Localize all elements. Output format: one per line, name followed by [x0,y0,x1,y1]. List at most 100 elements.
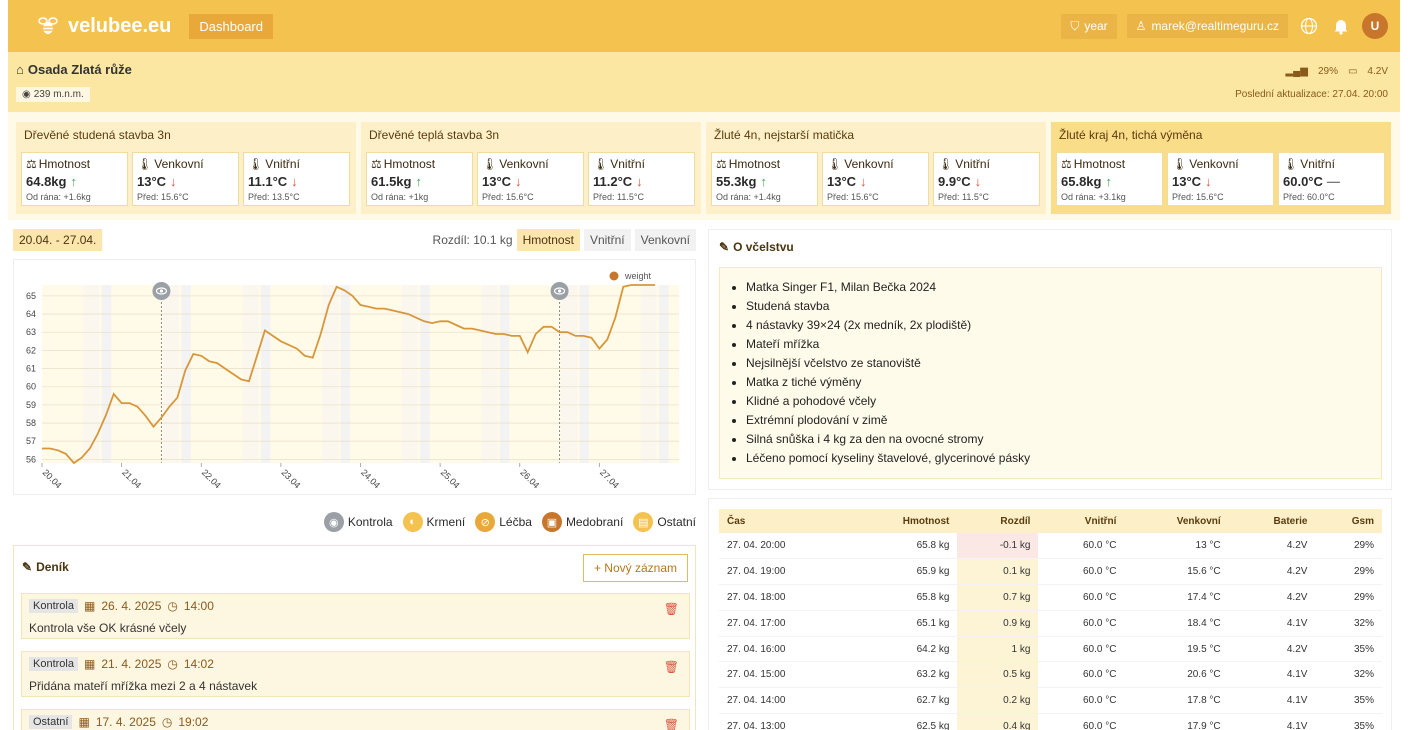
table-row: 27. 04. 18:00 65.8 kg 0.7 kg 60.0 °C 17.4 °C… [719,584,1382,611]
hive-card-selected[interactable]: Žluté kraj 4n, tichá výměna ⚖ Hmotnost 65… [1051,122,1391,214]
about-item: 4 nástavky 39×24 (2x medník, 2x plodiště… [746,316,1371,335]
entry-date: 17. 4. 2025 [95,715,156,729]
legend-swatch [609,271,619,281]
table-cell: 29% [1315,584,1382,611]
bell-icon[interactable] [1330,15,1352,37]
user-menu-button[interactable]: ♙ marek@realtimeguru.cz [1126,14,1288,38]
metric-sub: Od rána: +1.4kg [716,192,781,202]
trash-icon[interactable]: 🗑 [663,660,679,674]
about-item: Silná snůška i 4 kg za den na ovocné str… [746,430,1371,449]
table-cell: 32% [1315,610,1382,637]
y-tick-label: 62 [26,345,36,355]
legend-kontrola[interactable]: ◉ Kontrola [323,512,393,532]
box-icon: ▣ [541,512,562,532]
col-battery[interactable]: Baterie [1228,509,1316,533]
table-cell: 63.2 kg [848,661,958,689]
clock-icon: ◷ [161,715,173,729]
weight-metric: ⚖ Hmotnost 61.5kg ↑ Od rána: +1kg [366,152,473,206]
night-band [640,285,657,463]
entry-type: Kontrola [29,599,78,613]
about-title: ✎ O včelstvu [719,240,794,254]
col-outside[interactable]: Venkovní [1124,509,1229,533]
night-band [83,285,100,463]
device-status: ▂▄▆ 29% ▭ 4.2V [1285,66,1388,77]
dashboard-button[interactable]: Dashboard [189,13,273,39]
diary-entry[interactable]: Kontrola ▦ 26. 4. 2025 ◷ 14:00 Kontrola … [21,593,690,639]
table-cell: 4.2V [1228,584,1316,611]
legend-label: Ostatní [657,515,696,529]
diary-entry[interactable]: Kontrola ▦ 21. 4. 2025 ◷ 14:02 Přidána m… [21,651,690,697]
scale-icon: ⚖ [371,157,382,171]
thermometer-icon: 🌡 [827,157,843,171]
metric-sub: Před: 15.6°C [482,192,534,202]
entry-type: Kontrola [29,657,78,671]
legend-ostatni[interactable]: ▤ Ostatní [633,512,696,532]
trash-icon[interactable]: 🗑 [663,718,679,730]
table-cell: 13 °C [1124,533,1229,560]
about-item: Nejsilnější včelstvo ze stanoviště [746,354,1371,373]
y-tick-label: 61 [26,364,36,374]
thermometer-icon: 🌡 [1172,157,1188,171]
table-cell: 4.1V [1228,687,1316,715]
y-tick-label: 64 [26,309,36,319]
inside-temp-metric: 🌡 Vnitřní 11.1°C ↓ Před: 13.5°C [243,152,350,206]
new-entry-button[interactable]: + Nový záznam [582,554,688,582]
brand-logo[interactable]: velubee.eu [36,14,171,38]
date-range-picker[interactable]: 20.04. - 27.04. [13,229,103,251]
hive-name: Dřevěné studená stavba 3n [24,128,171,142]
table-cell: 27. 04. 17:00 [719,610,849,637]
diary-title-text: Deník [36,560,69,574]
col-time[interactable]: Čas [719,509,849,533]
user-icon: ♙ [1135,19,1147,33]
eye-icon-shape [553,287,566,295]
legend-lecba[interactable]: ⊘ Léčba [475,512,532,532]
outside-temp-metric: 🌡 Venkovní 13°C ↓ Před: 15.6°C [1167,152,1274,206]
hive-card[interactable]: Dřevěné studená stavba 3n ⚖ Hmotnost 64.8… [16,122,356,214]
arrow-up-icon: ↑ [760,174,767,189]
arrow-down-icon: ↓ [636,174,643,189]
scale-icon: ⚖ [716,157,727,171]
metric-value: 61.5kg [371,174,412,189]
metric-label: Vnitřní [265,157,300,171]
tab-inside-temp[interactable]: Vnitřní [583,229,631,251]
tab-weight[interactable]: Hmotnost [516,229,580,251]
diary-entry[interactable]: Ostatní ▦ 17. 4. 2025 ◷ 19:02 🗑 [21,709,690,730]
scale-icon: ⚖ [26,157,37,171]
legend-label: Kontrola [347,515,393,529]
pencil-icon[interactable]: ✎ [719,240,730,254]
weight-chart: 56 57 58 59 60 61 62 63 64 65 20.04 21.04 22.04 23.04… [13,259,696,495]
about-colony-panel: ✎ O včelstvu Matka Singer F1, Milan Bečk… [708,229,1392,490]
trash-icon[interactable]: 🗑 [663,602,679,616]
night-band [401,285,418,463]
arrow-down-icon: ↓ [860,174,867,189]
legend-medobrani[interactable]: ▣ Medobraní [541,512,623,532]
period-selector[interactable]: ⛉ year [1061,13,1117,39]
about-item: Studená stavba [746,297,1371,316]
col-gsm[interactable]: Gsm [1315,509,1382,533]
table-cell: 65.1 kg [848,610,958,637]
table-cell: 60.0 °C [1038,584,1125,611]
col-inside[interactable]: Vnitřní [1038,509,1125,533]
col-diff[interactable]: Rozdíl [957,509,1039,533]
drop-icon: ◐ [402,512,423,532]
metric-sub: Před: 11.5°C [938,192,989,202]
metric-sub: Od rána: +3.1kg [1061,192,1126,202]
x-tick-label: 27.04 [598,467,621,490]
col-weight[interactable]: Hmotnost [848,509,958,533]
legend-krmeni[interactable]: ◐ Krmení [402,512,465,532]
night-band [260,285,271,463]
globe-icon[interactable] [1298,15,1320,37]
metric-label: Venkovní [1189,157,1239,171]
metric-value: 9.9°C [938,174,971,189]
table-cell: 0.1 kg [957,558,1039,586]
about-content: Matka Singer F1, Milan Bečka 2024 Studen… [719,267,1382,479]
hive-card[interactable]: Žluté 4n, nejstarší matička ⚖ Hmotnost 55… [706,122,1046,214]
clock-icon: ◷ [167,657,178,671]
hive-cards: Dřevěné studená stavba 3n ⚖ Hmotnost 64.8… [8,112,1400,220]
avatar[interactable]: U [1362,13,1388,39]
tab-outside-temp[interactable]: Venkovní [634,229,696,251]
hive-card[interactable]: Dřevěné teplá stavba 3n ⚖ Hmotnost 61.5kg… [361,122,701,214]
night-band [481,285,498,463]
signal-value: 29% [1317,66,1338,77]
table-row: 27. 04. 15:00 63.2 kg 0.5 kg 60.0 °C 20.6 °C… [719,661,1382,689]
